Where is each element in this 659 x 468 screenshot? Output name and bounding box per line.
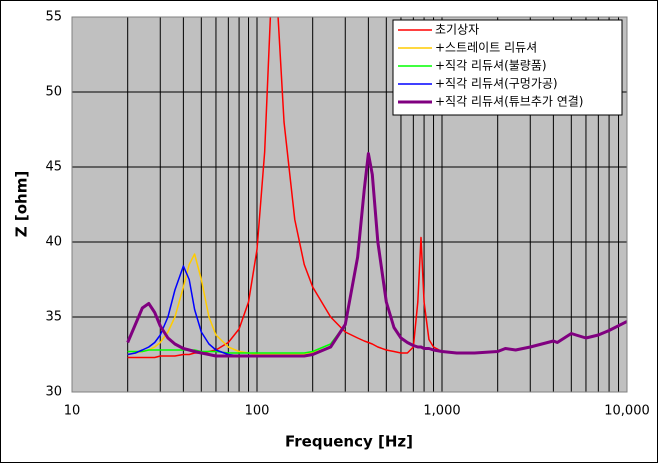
legend: 초기상자 +스트레이트 리듀셔 +직각 리듀셔(불량품) +직각 리듀셔(구멍가공) +… [398,23,584,109]
lines [126,17,627,359]
y-tick-label: 35 [45,310,62,325]
legend-label: +직각 리듀셔(불량품) [435,59,547,73]
x-axis-title: Frequency [Hz] [285,433,413,451]
labels: 10 100 1,000 10,000 30 35 40 45 50 55 [45,10,649,419]
legend-label: +직각 리듀셔(구멍가공) [435,77,558,91]
y-tick-label: 50 [45,85,62,100]
legend-label: 초기상자 [435,23,479,37]
x-tick-label: 10,000 [604,404,650,419]
legend-box [392,19,623,116]
y-axis-title: Z [ohm] [13,171,31,237]
plot-border [71,16,628,393]
y-tick-label: 45 [45,160,62,175]
legend-label: +직각 리듀셔(튜브추가 연결) [435,95,584,109]
y-tick-label: 30 [45,385,62,400]
series-line [126,152,627,358]
y-tick-label: 55 [45,10,62,25]
x-tick-label: 1,000 [423,404,460,419]
x-tick-label: 100 [245,404,270,419]
x-tick-label: 10 [64,404,81,419]
y-tick-label: 40 [45,235,62,250]
legend-label: +스트레이트 리듀셔 [435,41,537,55]
